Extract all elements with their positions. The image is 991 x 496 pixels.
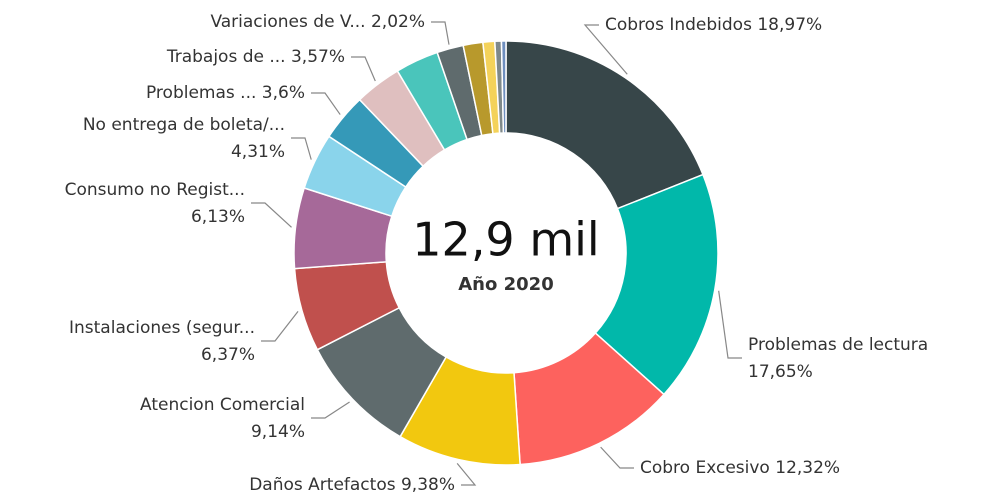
slices [293, 40, 719, 466]
slice [500, 40, 507, 134]
data-label: 12,32% [775, 458, 840, 478]
data-label: 9,14% [251, 422, 305, 442]
data-label-name: Problemas ... [146, 83, 256, 103]
data-label-group: Variaciones de V... 2,02% [210, 12, 425, 32]
leader-line [251, 202, 292, 228]
leader-line [351, 56, 376, 82]
data-label: 17,65% [748, 362, 813, 382]
data-label-group: Problemas ... 3,6% [146, 83, 305, 103]
data-label: 9,38% [401, 475, 455, 495]
data-label-name: Consumo no Regist... [65, 180, 245, 200]
data-label-group: Trabajos de ... 3,57% [166, 47, 345, 67]
data-label: 3,57% [291, 47, 345, 67]
leader-line [311, 92, 341, 115]
data-label: 6,13% [191, 207, 245, 227]
leader-line [456, 463, 477, 486]
data-label-name: Daños Artefactos [249, 475, 396, 495]
center-value: 12,9 mil [412, 213, 599, 267]
leader-line [718, 290, 742, 359]
leader-line [291, 137, 312, 160]
leader-line [431, 21, 450, 45]
data-label: 18,97% [757, 15, 822, 35]
data-label-group: Daños Artefactos 9,38% [249, 475, 455, 495]
data-label-name: Instalaciones (segur... [69, 318, 255, 338]
leader-line [311, 401, 350, 419]
data-label-name: Cobros Indebidos [605, 15, 752, 35]
data-label: 2,02% [371, 12, 425, 32]
data-label-name: No entrega de boleta/... [83, 115, 285, 135]
data-label: 6,37% [201, 345, 255, 365]
data-label-name: Trabajos de ... [166, 47, 286, 67]
center-label: Año 2020 [458, 274, 553, 295]
data-label-name: Problemas de lectura [748, 335, 928, 355]
leader-line [600, 446, 634, 469]
leader-line [583, 24, 628, 75]
leader-line [261, 311, 299, 342]
data-label-group: Cobro Excesivo 12,32% [640, 458, 840, 478]
data-label-name: Cobro Excesivo [640, 458, 770, 478]
data-label-name: Variaciones de V... [210, 12, 365, 32]
data-label: 3,6% [262, 83, 305, 103]
data-label: 4,31% [231, 142, 285, 162]
data-label-group: Cobros Indebidos 18,97% [605, 15, 822, 35]
slice [505, 40, 704, 210]
slice [594, 173, 719, 396]
data-label-name: Atencion Comercial [140, 395, 305, 415]
